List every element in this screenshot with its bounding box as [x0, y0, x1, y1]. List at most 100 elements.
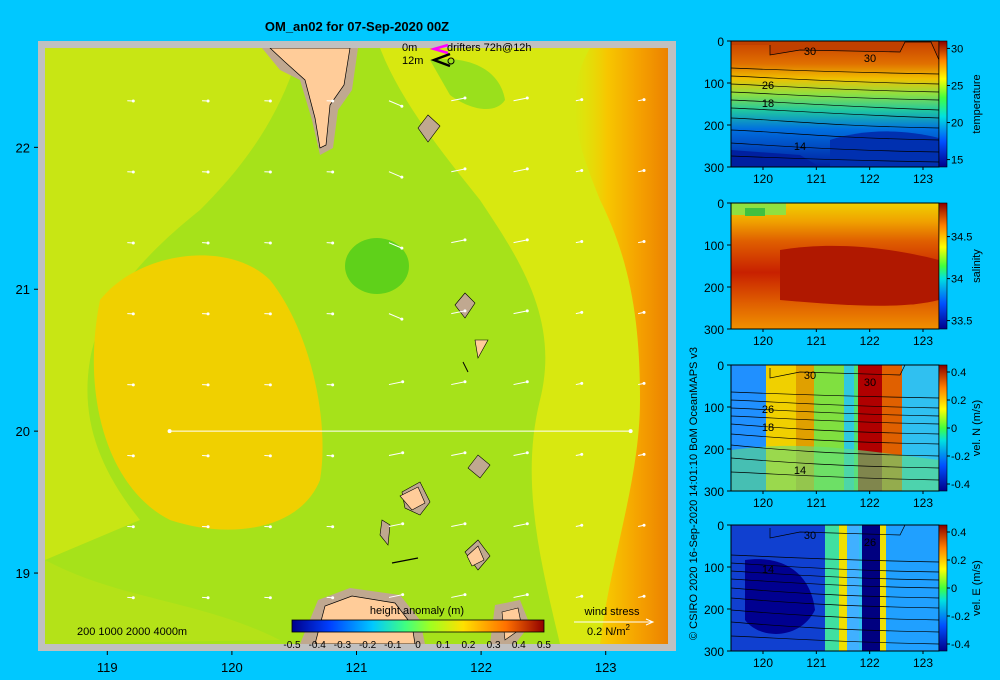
wind-arrow-head: [580, 98, 584, 102]
wind-arrow: [451, 452, 466, 457]
wind-arrow-head: [642, 452, 646, 456]
wind-arrow: [513, 168, 528, 173]
wind-arrow-head: [331, 383, 335, 387]
wind-arrow-head: [268, 99, 272, 103]
wind-arrow: [513, 594, 528, 598]
wind-arrow: [388, 100, 403, 107]
wind-arrow-head: [463, 451, 467, 455]
section-y-tick-label: 300: [704, 161, 724, 175]
wind-arrow-head: [268, 596, 272, 600]
wind-arrow-head: [131, 383, 135, 387]
wind-arrow: [388, 452, 403, 457]
cbar-tick-label: 30: [951, 43, 963, 55]
map-panel: 119 120 121 122 123 19 20 21 22 OM_an02 for 07-S…: [16, 19, 676, 675]
cbar-tick-label: 0: [951, 583, 957, 595]
wind-arrow-head: [206, 383, 210, 387]
salinity-colorbar: [938, 202, 948, 330]
section-x-tick-label: 122: [860, 496, 880, 510]
wind-arrow-head: [131, 241, 135, 245]
wind-arrow-head: [642, 594, 646, 598]
vel-n-panel: [730, 364, 948, 492]
section-x-tick-label: 120: [753, 496, 773, 510]
colorbar-tick-label: 0.5: [537, 640, 551, 651]
wind-arrow-head: [331, 596, 335, 600]
wind-arrow: [513, 452, 528, 457]
drifter-12m-icon: [430, 52, 451, 68]
y-tick-label: 22: [16, 140, 30, 155]
cbar-tick-label: 0.4: [951, 527, 966, 539]
wind-arrow-head: [525, 522, 529, 526]
wind-arrow-head: [463, 167, 467, 171]
wind-arrow: [451, 523, 466, 527]
wind-arrow-head: [463, 96, 467, 100]
wind-stress-label: wind stress: [583, 606, 640, 618]
wind-arrow: [513, 97, 528, 102]
cbar-tick-label: 33.5: [951, 316, 972, 328]
colorbar-label: height anomaly (m): [370, 605, 464, 617]
section-panels: 120 121 122 123010020030015202530temperatur…: [704, 35, 983, 670]
y-tick-label: 19: [16, 566, 30, 581]
wind-arrow-head: [642, 381, 646, 385]
cbar-tick-label: -0.4: [951, 479, 970, 491]
section-x-tick-label: 122: [860, 656, 880, 670]
colorbar-tick-label: 0.1: [436, 640, 450, 651]
contour-label: 30: [864, 377, 876, 389]
section-y-tick-label: 100: [704, 239, 724, 253]
contour-label: 30: [804, 370, 816, 382]
drifter-end-marker: [447, 57, 455, 65]
wind-arrow-head: [268, 170, 272, 174]
section-x-tick-label: 120: [753, 172, 773, 186]
wind-arrow-head: [525, 451, 529, 455]
drifters-legend: 0m drifters 72h@12h 12m: [402, 42, 532, 68]
wind-arrow-head: [642, 239, 646, 243]
wind-arrow: [388, 523, 403, 527]
wind-arrow: [388, 381, 403, 386]
wind-arrow-head: [642, 169, 646, 173]
section-y-tick-label: 0: [717, 359, 724, 373]
wind-stress-scale: 0.2 N/m2: [587, 623, 631, 638]
cbar-tick-label: 0: [951, 423, 957, 435]
wind-arrow-head: [331, 99, 335, 103]
wind-stress-legend: wind stress 0.2 N/m2: [574, 606, 655, 638]
section-y-tick-label: 100: [704, 561, 724, 575]
wind-arrow-head: [525, 96, 529, 100]
wind-arrow-head: [463, 522, 467, 526]
wind-arrow-head: [206, 312, 210, 316]
wind-arrow-head: [525, 167, 529, 171]
wind-arrow-head: [131, 454, 135, 458]
wind-arrow: [451, 168, 466, 173]
section-end-marker: [628, 429, 633, 434]
section-variable-label: salinity: [971, 249, 983, 283]
wind-arrow-head: [401, 522, 405, 526]
credit-text: © CSIRO 2020 16-Sep-2020 14:01:10 BoM Oc…: [688, 347, 700, 640]
section-y-tick-label: 200: [704, 281, 724, 295]
section-x-tick-label: 121: [806, 496, 826, 510]
colorbar: height anomaly (m) -0.5 -0.4 -0.3 -0.2 -0.1 0…: [283, 605, 551, 651]
wind-arrow-head: [131, 596, 135, 600]
contour-label: 26: [762, 404, 774, 416]
wind-arrow: [451, 310, 466, 315]
section-y-tick-label: 300: [704, 323, 724, 337]
x-tick-label: 122: [470, 660, 492, 675]
wind-arrow: [451, 239, 466, 244]
section-y-tick-label: 300: [704, 645, 724, 659]
wind-arrow-head: [400, 317, 404, 321]
wind-arrow-head: [642, 310, 646, 314]
wind-arrow-head: [525, 309, 529, 313]
wind-arrow-head: [525, 238, 529, 242]
vel-e-isotherms: [730, 524, 940, 645]
wind-arrow-head: [400, 246, 404, 250]
wind-arrow-head: [331, 312, 335, 316]
section-variable-label: temperature: [971, 74, 983, 133]
map-title: OM_an02 for 07-Sep-2020 00Z: [265, 19, 449, 34]
wind-arrow: [388, 594, 403, 598]
wind-arrow-head: [580, 523, 584, 527]
contour-label: 18: [762, 98, 774, 110]
cbar-tick-label: 15: [951, 155, 963, 167]
section-x-tick-label: 121: [806, 334, 826, 348]
y-tick-label: 21: [16, 282, 30, 297]
colorbar-tick-label: -0.1: [384, 640, 402, 651]
vel-n-isotherms: [730, 364, 940, 481]
wind-arrow-head: [580, 310, 584, 314]
